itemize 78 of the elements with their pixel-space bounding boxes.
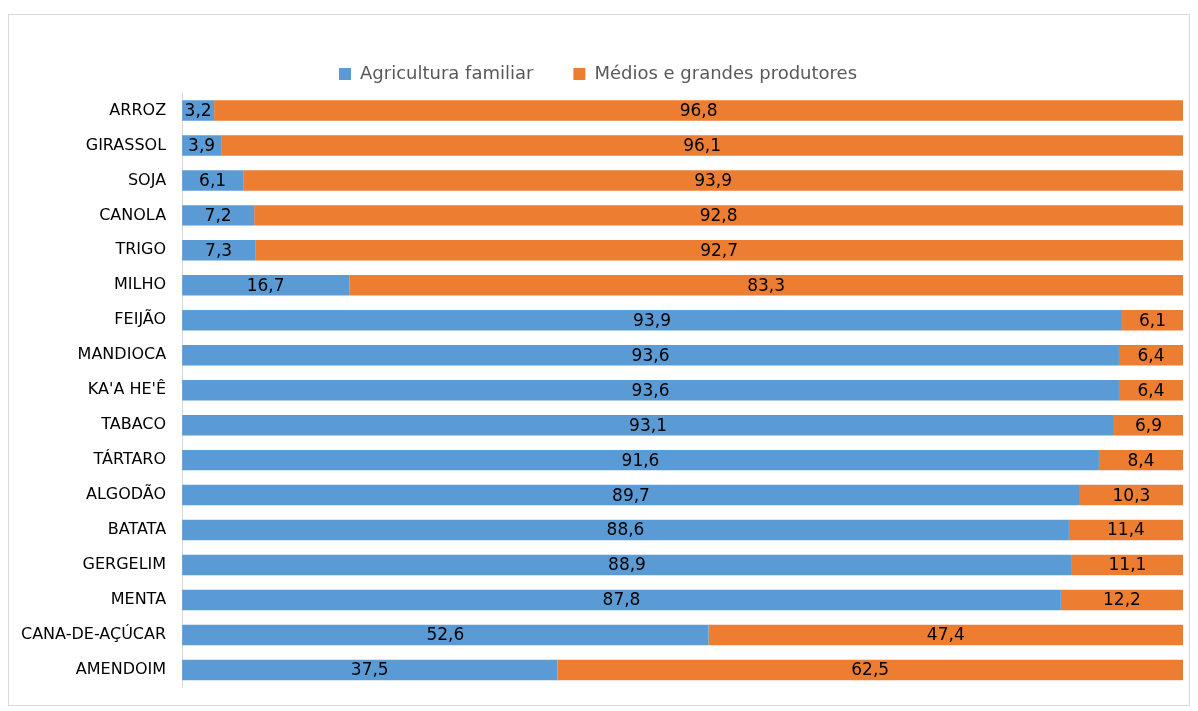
bar [182, 240, 256, 261]
data-label: 93,1 [629, 414, 667, 435]
y-tick-label: BATATA [107, 519, 167, 539]
bar [182, 589, 1061, 611]
data-label: 11,4 [1107, 519, 1145, 540]
bar [182, 484, 1080, 506]
bar [1071, 554, 1183, 576]
bar [182, 205, 255, 226]
y-tick-label: KA'A HE'Ê [87, 379, 167, 399]
bar [221, 135, 1183, 156]
data-label: 3,9 [188, 134, 216, 155]
bar [254, 205, 1183, 226]
bar [557, 659, 1183, 681]
y-tick-label: GIRASSOL [85, 134, 167, 154]
data-label: 93,9 [694, 169, 732, 190]
bar [214, 100, 1183, 121]
data-label: 16,7 [246, 274, 285, 295]
bar [708, 624, 1183, 646]
y-tick-label: FEIJÃO [114, 309, 167, 329]
legend-label: Médios e grandes produtores [594, 61, 857, 83]
bar [182, 414, 1114, 436]
data-label: 83,3 [747, 274, 786, 295]
data-label: 92,8 [699, 204, 738, 225]
data-label: 6,4 [1137, 344, 1165, 365]
data-label: 37,5 [350, 659, 389, 680]
data-label: 7,3 [205, 239, 233, 260]
data-label: 93,9 [633, 309, 671, 330]
data-label: 93,6 [631, 379, 670, 400]
data-label: 6,4 [1137, 379, 1165, 400]
bar [182, 345, 1119, 366]
data-label: 6,1 [199, 169, 227, 190]
legend-label: Agricultura familiar [360, 61, 534, 83]
y-tick-label: AMENDOIM [75, 659, 167, 679]
y-tick-label: TÁRTARO [92, 449, 167, 469]
data-label: 92,7 [700, 239, 739, 260]
data-label: 88,9 [608, 554, 646, 575]
bar [182, 449, 1099, 471]
y-tick-label: GERGELIM [82, 554, 167, 574]
bar [243, 170, 1183, 191]
data-label: 47,4 [926, 624, 965, 645]
data-label: 93,6 [631, 344, 670, 365]
bar [349, 275, 1183, 296]
bar [182, 379, 1119, 401]
y-tick-label: CANA-DE-AÇÚCAR [20, 624, 167, 644]
data-label: 11,1 [1108, 554, 1147, 575]
bar [182, 659, 558, 681]
data-label: 91,6 [621, 449, 660, 470]
y-tick-label: MENTA [110, 589, 167, 609]
y-tick-label: TABACO [100, 414, 167, 434]
y-tick-label: CANOLA [99, 204, 167, 224]
y-tick-label: MANDIOCA [77, 344, 167, 364]
data-label: 88,6 [606, 519, 645, 540]
data-label: 8,4 [1127, 449, 1155, 470]
y-tick-label: TRIGO [114, 239, 167, 259]
y-tick-label: ALGODÃO [85, 484, 167, 504]
bar [255, 240, 1183, 261]
data-label: 10,3 [1112, 484, 1151, 505]
data-label: 62,5 [851, 659, 890, 680]
bar [182, 170, 244, 191]
bar [1060, 589, 1183, 611]
data-label: 7,2 [204, 204, 232, 225]
bar [182, 624, 709, 646]
data-label: 6,9 [1134, 414, 1162, 435]
y-tick-label: ARROZ [109, 99, 167, 119]
data-label: 52,6 [426, 624, 465, 645]
y-tick-label: SOJA [127, 169, 167, 189]
y-tick-label: MILHO [114, 274, 167, 294]
bar [182, 275, 350, 296]
data-label: 12,2 [1103, 589, 1141, 610]
data-label: 96,8 [679, 99, 718, 120]
data-label: 87,8 [602, 589, 641, 610]
data-label: 3,2 [184, 99, 212, 120]
data-label: 6,1 [1138, 309, 1166, 330]
bar [182, 554, 1072, 576]
data-label: 96,1 [683, 134, 721, 155]
bar [182, 519, 1069, 541]
bar [182, 310, 1122, 331]
data-label: 89,7 [612, 484, 650, 505]
